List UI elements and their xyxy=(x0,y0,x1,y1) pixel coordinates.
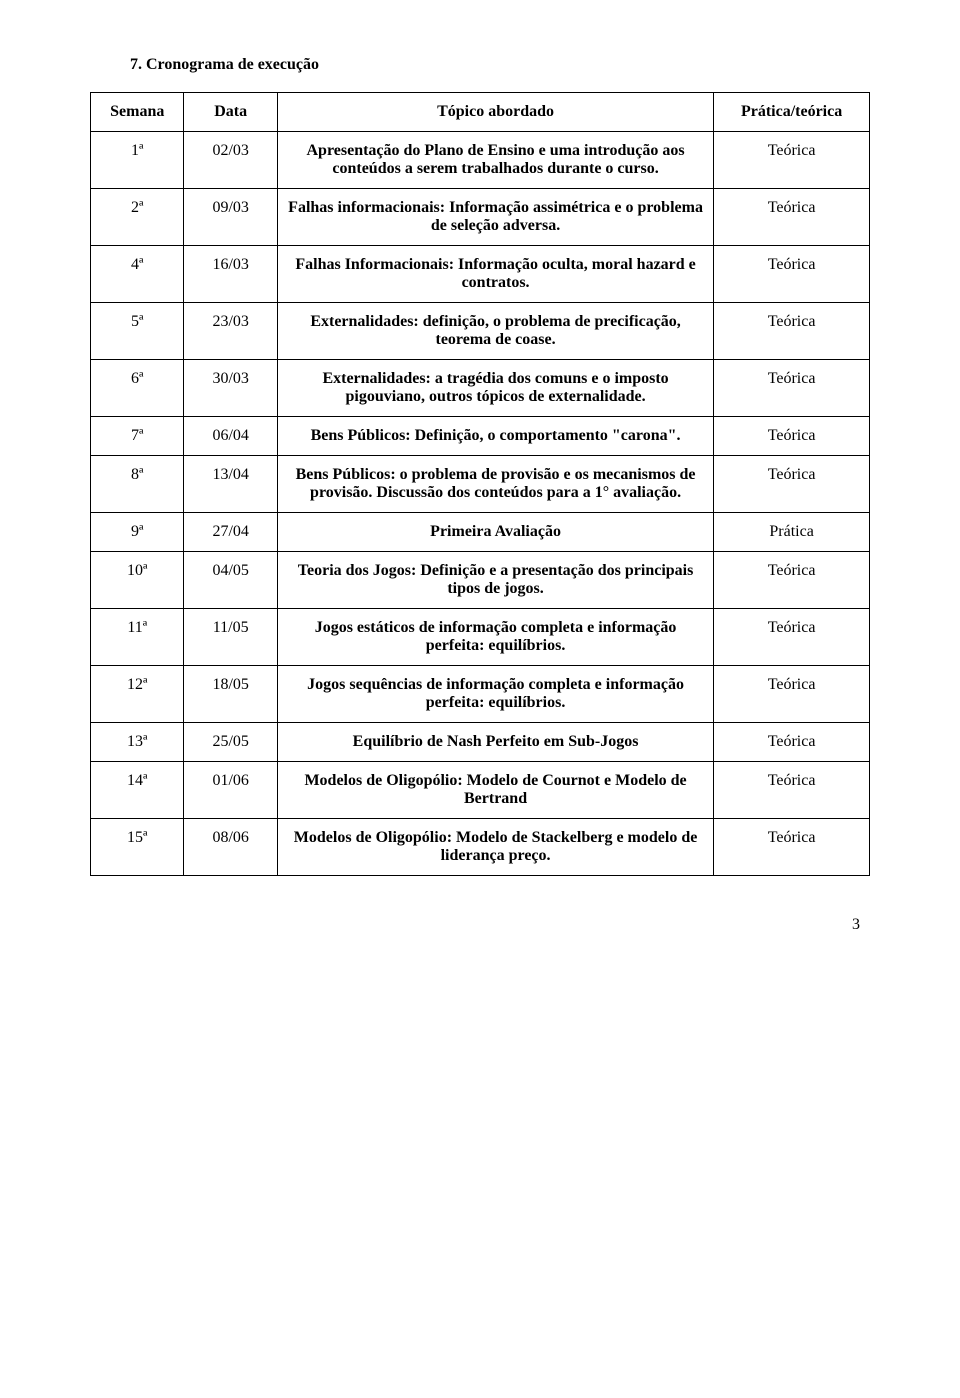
cell-pratica-teorica: Teórica xyxy=(714,819,870,876)
cell-pratica-teorica: Teórica xyxy=(714,189,870,246)
col-header-semana: Semana xyxy=(91,93,184,132)
cell-topico: Teoria dos Jogos: Definição e a presenta… xyxy=(277,552,713,609)
cell-semana: 8ª xyxy=(91,456,184,513)
cell-pratica-teorica: Teórica xyxy=(714,762,870,819)
cell-pratica-teorica: Teórica xyxy=(714,246,870,303)
page-number: 3 xyxy=(90,916,870,934)
cell-data: 16/03 xyxy=(184,246,277,303)
cell-semana: 15ª xyxy=(91,819,184,876)
cell-data: 11/05 xyxy=(184,609,277,666)
table-row: 10ª04/05Teoria dos Jogos: Definição e a … xyxy=(91,552,870,609)
table-row: 2ª09/03Falhas informacionais: Informação… xyxy=(91,189,870,246)
cell-pratica-teorica: Teórica xyxy=(714,456,870,513)
cell-pratica-teorica: Prática xyxy=(714,513,870,552)
table-header-row: Semana Data Tópico abordado Prática/teór… xyxy=(91,93,870,132)
schedule-table: Semana Data Tópico abordado Prática/teór… xyxy=(90,92,870,876)
cell-semana: 5ª xyxy=(91,303,184,360)
cell-topico: Externalidades: definição, o problema de… xyxy=(277,303,713,360)
col-header-topico: Tópico abordado xyxy=(277,93,713,132)
cell-semana: 6ª xyxy=(91,360,184,417)
table-row: 1ª02/03Apresentação do Plano de Ensino e… xyxy=(91,132,870,189)
table-row: 15ª08/06Modelos de Oligopólio: Modelo de… xyxy=(91,819,870,876)
cell-data: 06/04 xyxy=(184,417,277,456)
cell-pratica-teorica: Teórica xyxy=(714,360,870,417)
table-row: 4ª16/03Falhas Informacionais: Informação… xyxy=(91,246,870,303)
cell-data: 25/05 xyxy=(184,723,277,762)
cell-semana: 2ª xyxy=(91,189,184,246)
cell-topico: Externalidades: a tragédia dos comuns e … xyxy=(277,360,713,417)
cell-topico: Modelos de Oligopólio: Modelo de Stackel… xyxy=(277,819,713,876)
cell-topico: Jogos estáticos de informação completa e… xyxy=(277,609,713,666)
table-row: 5ª23/03Externalidades: definição, o prob… xyxy=(91,303,870,360)
cell-data: 13/04 xyxy=(184,456,277,513)
table-row: 14ª01/06Modelos de Oligopólio: Modelo de… xyxy=(91,762,870,819)
cell-data: 08/06 xyxy=(184,819,277,876)
table-row: 9ª27/04Primeira AvaliaçãoPrática xyxy=(91,513,870,552)
cell-semana: 1ª xyxy=(91,132,184,189)
cell-data: 02/03 xyxy=(184,132,277,189)
cell-data: 30/03 xyxy=(184,360,277,417)
col-header-data: Data xyxy=(184,93,277,132)
cell-data: 09/03 xyxy=(184,189,277,246)
col-header-pratica-teorica: Prática/teórica xyxy=(714,93,870,132)
cell-pratica-teorica: Teórica xyxy=(714,303,870,360)
cell-data: 18/05 xyxy=(184,666,277,723)
table-row: 8ª13/04Bens Públicos: o problema de prov… xyxy=(91,456,870,513)
cell-semana: 14ª xyxy=(91,762,184,819)
table-row: 11ª11/05Jogos estáticos de informação co… xyxy=(91,609,870,666)
cell-pratica-teorica: Teórica xyxy=(714,132,870,189)
cell-data: 01/06 xyxy=(184,762,277,819)
cell-topico: Primeira Avaliação xyxy=(277,513,713,552)
cell-data: 23/03 xyxy=(184,303,277,360)
cell-data: 04/05 xyxy=(184,552,277,609)
cell-semana: 12ª xyxy=(91,666,184,723)
cell-pratica-teorica: Teórica xyxy=(714,609,870,666)
section-heading: 7. Cronograma de execução xyxy=(130,56,870,74)
cell-topico: Equilíbrio de Nash Perfeito em Sub-Jogos xyxy=(277,723,713,762)
cell-data: 27/04 xyxy=(184,513,277,552)
cell-semana: 13ª xyxy=(91,723,184,762)
table-row: 12ª18/05Jogos sequências de informação c… xyxy=(91,666,870,723)
cell-semana: 4ª xyxy=(91,246,184,303)
cell-pratica-teorica: Teórica xyxy=(714,417,870,456)
cell-semana: 9ª xyxy=(91,513,184,552)
cell-topico: Modelos de Oligopólio: Modelo de Cournot… xyxy=(277,762,713,819)
cell-topico: Apresentação do Plano de Ensino e uma in… xyxy=(277,132,713,189)
table-row: 6ª30/03Externalidades: a tragédia dos co… xyxy=(91,360,870,417)
cell-topico: Falhas Informacionais: Informação oculta… xyxy=(277,246,713,303)
table-row: 7ª06/04Bens Públicos: Definição, o compo… xyxy=(91,417,870,456)
table-row: 13ª25/05Equilíbrio de Nash Perfeito em S… xyxy=(91,723,870,762)
cell-topico: Bens Públicos: o problema de provisão e … xyxy=(277,456,713,513)
cell-topico: Bens Públicos: Definição, o comportament… xyxy=(277,417,713,456)
cell-semana: 10ª xyxy=(91,552,184,609)
cell-semana: 11ª xyxy=(91,609,184,666)
cell-topico: Jogos sequências de informação completa … xyxy=(277,666,713,723)
cell-pratica-teorica: Teórica xyxy=(714,552,870,609)
cell-semana: 7ª xyxy=(91,417,184,456)
cell-pratica-teorica: Teórica xyxy=(714,666,870,723)
cell-pratica-teorica: Teórica xyxy=(714,723,870,762)
cell-topico: Falhas informacionais: Informação assimé… xyxy=(277,189,713,246)
